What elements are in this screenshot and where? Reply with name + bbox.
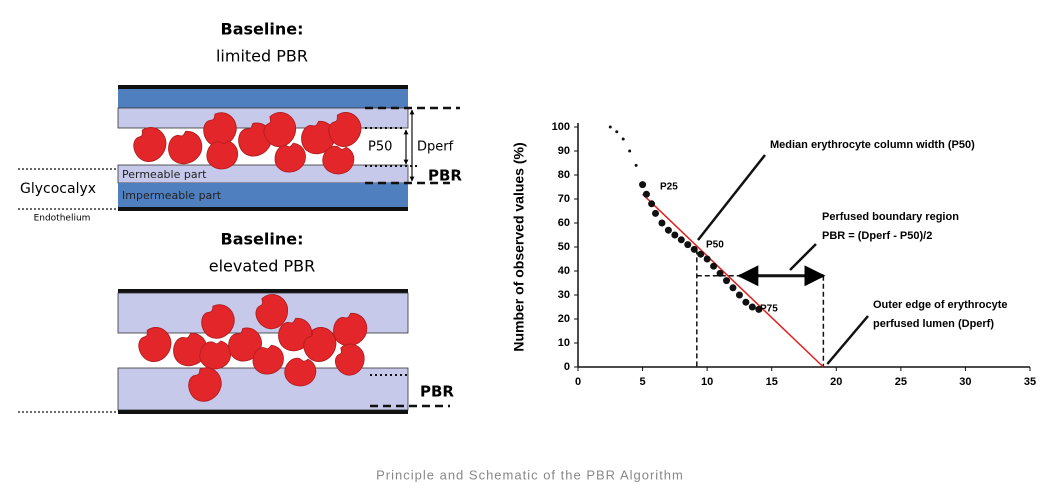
data-point (703, 255, 711, 263)
subtitle: elevated PBR (209, 257, 316, 276)
x-tick-label: 10 (701, 376, 713, 388)
leader (789, 243, 817, 271)
annotation: P25 (660, 182, 678, 193)
data-point (639, 181, 647, 189)
label: Dperf (417, 140, 454, 155)
label: Endothelium (34, 214, 91, 224)
y-axis-label: Number of observed values (%) (511, 142, 527, 351)
annotation: P75 (760, 304, 778, 315)
y-tick-label: 60 (558, 217, 570, 229)
y-tick-label: 30 (558, 289, 570, 301)
data-point (658, 219, 666, 227)
vessel-edge (118, 410, 408, 414)
label: P50 (368, 140, 392, 155)
label: PBR (420, 383, 454, 401)
annotation: PBR = (Dperf - P50)/2 (822, 230, 932, 242)
y-tick-label: 40 (558, 265, 570, 277)
schematic-top: Baseline: limited PBR P50 Dperf PBR (18, 20, 462, 224)
subtitle: limited PBR (216, 47, 308, 66)
data-point (648, 200, 656, 208)
x-tick-label: 0 (575, 376, 581, 388)
data-point (742, 298, 750, 306)
data-point (697, 250, 705, 258)
data-point (608, 125, 612, 129)
data-point (651, 209, 659, 217)
caption: Principle and Schematic of the PBR Algor… (376, 467, 684, 482)
annotation: perfused lumen (Dperf) (873, 318, 994, 330)
data-point (729, 284, 737, 292)
title: Baseline: (221, 20, 304, 39)
x-tick-label: 20 (830, 376, 842, 388)
label: PBR (428, 167, 462, 185)
x-tick-label: 15 (766, 376, 778, 388)
data-point (615, 130, 619, 134)
vessel-edge (118, 289, 408, 293)
leader (826, 315, 869, 365)
y-tick-label: 50 (558, 241, 570, 253)
data-point (723, 277, 731, 285)
y-tick-label: 70 (558, 193, 570, 205)
data-point (716, 269, 724, 277)
data-point (671, 231, 679, 239)
annotation: P50 (706, 240, 724, 251)
y-tick-label: 100 (552, 121, 570, 133)
y-tick-label: 90 (558, 145, 570, 157)
vessel-edge (118, 207, 408, 211)
x-tick-label: 35 (1024, 376, 1036, 388)
annotation: Outer edge of erythrocyte (873, 299, 1007, 311)
label: Permeable part (122, 168, 207, 181)
data-point (684, 241, 692, 249)
label: Impermeable part (122, 189, 222, 202)
data-point (642, 190, 650, 198)
data-point (677, 236, 685, 244)
endothelium-band (118, 89, 408, 108)
y-tick-label: 10 (558, 337, 570, 349)
glycocalyx-band (117, 367, 409, 411)
title: Baseline: (221, 230, 304, 249)
x-tick-label: 30 (959, 376, 971, 388)
schematic-bottom: Baseline: elevated PBR PBR (18, 230, 454, 414)
x-tick-label: 5 (640, 376, 646, 388)
data-point (735, 291, 743, 299)
annotation: Median erythrocyte column width (P50) (770, 139, 975, 151)
data-point (621, 137, 625, 141)
chart: Number of observed values (%) 0 10 20 30 40 5… (511, 121, 1036, 388)
data-point (710, 262, 718, 270)
fit-line (642, 193, 824, 368)
y-tick-label: 20 (558, 313, 570, 325)
leader (697, 154, 766, 241)
endothelium-band (118, 183, 408, 207)
x-tick-label: 25 (895, 376, 907, 388)
data-point (664, 226, 672, 234)
label: Glycocalyx (20, 181, 96, 197)
data-point (634, 163, 638, 167)
data-point (628, 149, 632, 153)
y-tick-label: 80 (558, 169, 570, 181)
vessel-edge (118, 85, 408, 89)
data-point (755, 305, 763, 313)
annotation: Perfused boundary region (822, 211, 959, 223)
data-point (748, 303, 756, 311)
data-point (690, 245, 698, 253)
y-tick-label: 0 (564, 361, 570, 373)
